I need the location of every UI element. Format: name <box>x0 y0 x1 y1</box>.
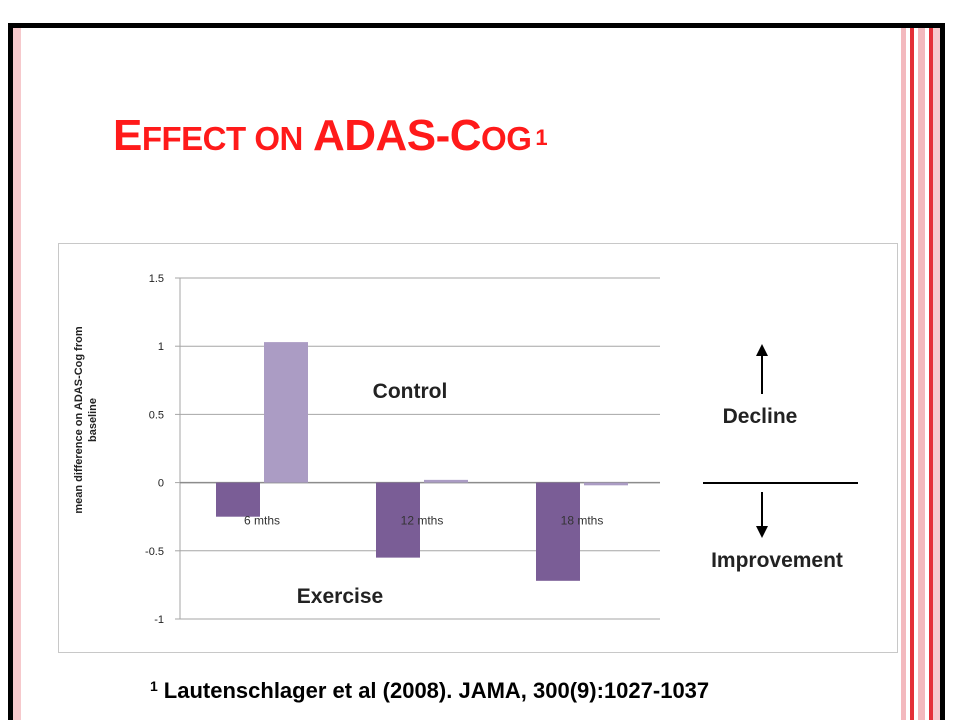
bar-control <box>264 342 308 483</box>
bar-control <box>584 482 628 486</box>
y-tick-label: -0.5 <box>145 546 164 558</box>
decline-label: Decline <box>723 405 798 428</box>
y-axis-label: mean difference on ADAS-Cog from baseline <box>73 326 99 513</box>
slide-frame-top <box>8 23 945 28</box>
improvement-label: Improvement <box>711 549 843 572</box>
decline-arrowhead <box>756 344 768 356</box>
x-category-label: 18 mths <box>561 514 604 528</box>
reference-footnote-mark: 1 <box>150 678 158 694</box>
reference-text: Lautenschlager et al (2008). JAMA, 300(9… <box>163 678 710 703</box>
bar-exercise <box>376 482 420 558</box>
bar-exercise <box>536 482 580 581</box>
y-tick-label: 0 <box>158 478 164 490</box>
bar-exercise <box>216 482 260 517</box>
improvement-arrowhead <box>756 526 768 538</box>
x-category-label: 6 mths <box>244 514 280 528</box>
control-annotation: Control <box>373 380 448 403</box>
slide-title-small2: OG <box>481 120 532 157</box>
title-footnote-mark: 1 <box>535 125 548 150</box>
y-tick-label: 0.5 <box>149 409 164 421</box>
slide-decoration-stripes <box>898 28 940 720</box>
slide-title-small: FFECT ON <box>141 120 303 157</box>
reference-citation: 1 Lautenschlager et al (2008). JAMA, 300(… <box>150 678 709 704</box>
exercise-annotation: Exercise <box>297 585 383 608</box>
slide-frame-left-stripe <box>13 28 21 720</box>
y-tick-label: -1 <box>154 614 164 626</box>
slide-title-main: ADAS-C <box>312 111 482 160</box>
chart-panel <box>58 243 898 653</box>
y-tick-label: 1.5 <box>149 273 164 285</box>
x-category-label: 12 mths <box>401 514 444 528</box>
slide-title: EFFECT ON ADAS-COG 1 <box>113 111 548 163</box>
bar-control <box>424 479 468 483</box>
slide-title-first: E <box>113 111 142 160</box>
slide-frame-left <box>8 23 13 720</box>
slide-frame-right <box>940 23 945 720</box>
y-tick-label: 1 <box>158 341 164 353</box>
